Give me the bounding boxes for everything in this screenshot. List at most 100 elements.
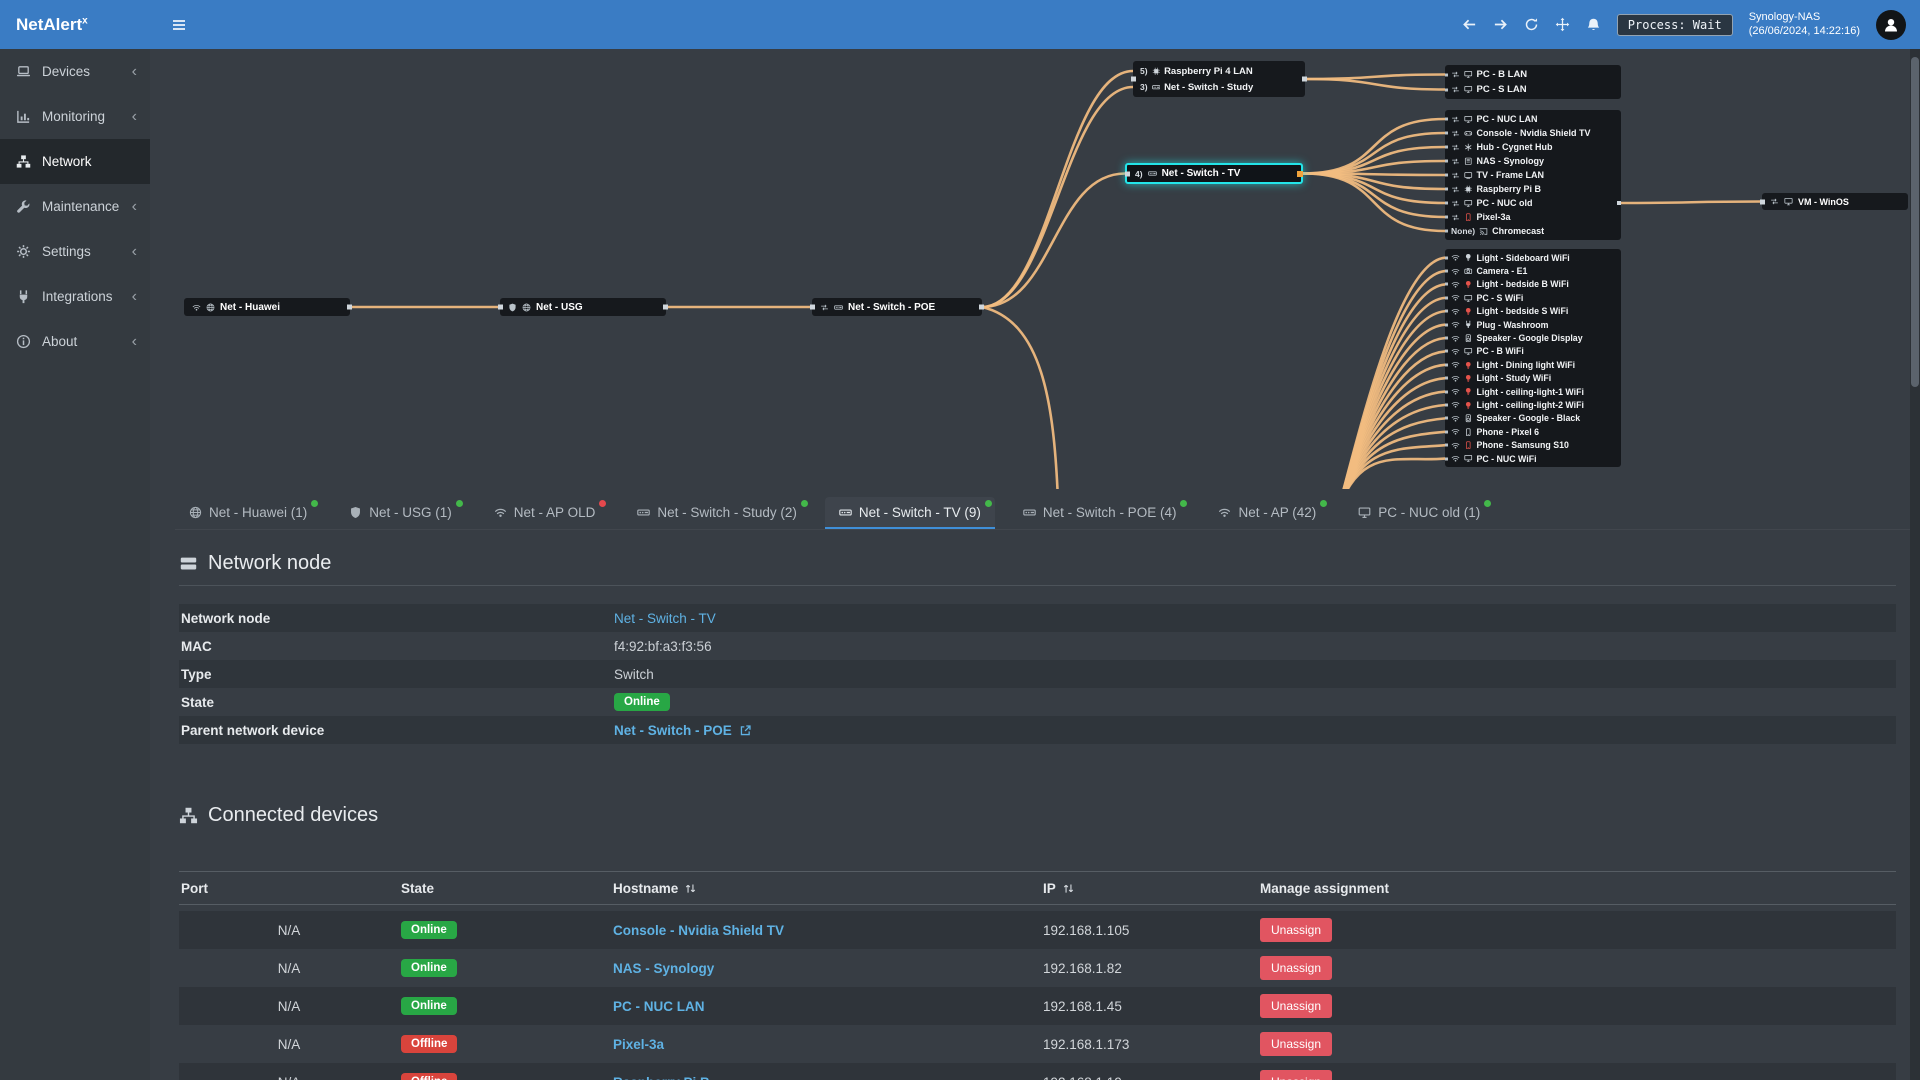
device-row[interactable]: 3) Net - Switch - Study <box>1133 79 1305 95</box>
parent-device-link[interactable]: Net - Switch - POE <box>614 722 732 738</box>
unassign-button[interactable]: Unassign <box>1260 1032 1333 1056</box>
sidebar-item[interactable]: Maintenance ‹ <box>0 184 150 229</box>
node-vm-winos[interactable]: VM - WinOS <box>1762 193 1908 210</box>
monitor-icon <box>1464 199 1473 208</box>
sidebar-item[interactable]: Integrations ‹ <box>0 274 150 319</box>
unassign-button[interactable]: Unassign <box>1260 1070 1333 1080</box>
nav-back-icon[interactable] <box>1462 17 1477 32</box>
node-net-switch-poe[interactable]: Net - Switch - POE <box>812 298 982 316</box>
main-content: Net - Huawei Net - USG Net - Switch - PO… <box>150 49 1920 1080</box>
device-row[interactable]: Light - bedside S WiFi <box>1445 305 1621 318</box>
wifi-icon <box>494 506 507 519</box>
hostname-link[interactable]: Console - Nvidia Shield TV <box>613 922 785 938</box>
hostname-link[interactable]: PC - NUC LAN <box>613 998 705 1014</box>
device-row[interactable]: Light - Sideboard WiFi <box>1445 251 1621 264</box>
device-row[interactable]: PC - S WiFi <box>1445 291 1621 304</box>
state-badge: Online <box>401 921 457 939</box>
col-hostname[interactable]: Hostname <box>611 881 1041 896</box>
sidebar-item[interactable]: Devices ‹ <box>0 49 150 94</box>
hostname-link[interactable]: Raspberry Pi B <box>613 1075 710 1080</box>
device-row[interactable]: Camera - E1 <box>1445 264 1621 277</box>
refresh-icon[interactable] <box>1524 17 1539 32</box>
device-row[interactable]: Light - bedside B WiFi <box>1445 278 1621 291</box>
topbar: NetAlertx Process: Wait Synology-NAS (26… <box>0 0 1920 49</box>
tab[interactable]: Net - AP (42) <box>1204 497 1330 529</box>
port-cell: N/A <box>277 960 301 976</box>
port-label: 4) <box>1135 168 1143 179</box>
sort-icon[interactable] <box>1062 882 1075 895</box>
app-logo[interactable]: NetAlertx <box>0 15 150 35</box>
avatar[interactable] <box>1876 9 1906 40</box>
nav-forward-icon[interactable] <box>1493 17 1508 32</box>
node-net-usg[interactable]: Net - USG <box>500 298 666 316</box>
sidebar-item[interactable]: About ‹ <box>0 319 150 364</box>
tab[interactable]: Net - Switch - Study (2) <box>623 497 811 529</box>
network-node-link[interactable]: Net - Switch - TV <box>614 610 716 626</box>
node-net-huawei[interactable]: Net - Huawei <box>184 298 350 316</box>
tab[interactable]: Net - USG (1) <box>335 497 466 529</box>
tab[interactable]: Net - Switch - TV (9) <box>824 497 995 529</box>
sidebar-item[interactable]: Network <box>0 139 150 184</box>
eth-icon <box>1451 171 1460 180</box>
device-row[interactable]: PC - S LAN <box>1445 82 1621 97</box>
device-row[interactable]: PC - B WiFi <box>1445 345 1621 358</box>
device-row[interactable]: Light - Study WiFi <box>1445 372 1621 385</box>
external-link-icon[interactable] <box>739 724 752 737</box>
device-row[interactable]: PC - NUC old <box>1445 196 1621 210</box>
device-row[interactable]: Phone - Pixel 6 <box>1445 425 1621 438</box>
eth-icon <box>1451 143 1460 152</box>
unassign-button[interactable]: Unassign <box>1260 918 1333 942</box>
device-row[interactable]: Console - Nvidia Shield TV <box>1445 126 1621 140</box>
brand-sup: x <box>82 14 88 26</box>
brand-text: NetAlert <box>16 14 83 34</box>
device-row[interactable]: Raspberry Pi B <box>1445 182 1621 196</box>
tab[interactable]: Net - Switch - POE (4) <box>1009 497 1191 529</box>
status-dot <box>1484 500 1492 507</box>
device-row[interactable]: 5) Raspberry Pi 4 LAN <box>1133 63 1305 79</box>
device-row[interactable]: Hub - Cygnet Hub <box>1445 140 1621 154</box>
device-row[interactable]: Phone - Samsung S10 <box>1445 438 1621 451</box>
device-row[interactable]: TV - Frame LAN <box>1445 168 1621 182</box>
device-row[interactable]: Plug - Washroom <box>1445 318 1621 331</box>
monitor-icon <box>1464 294 1473 303</box>
device-row[interactable]: NAS - Synology <box>1445 154 1621 168</box>
scrollbar-thumb[interactable] <box>1911 57 1919 387</box>
sort-icon[interactable] <box>684 882 697 895</box>
table-header: Port State Hostname IP Manage assignment <box>179 871 1896 905</box>
monitor-icon <box>1464 85 1473 94</box>
table-row: N/A Online NAS - Synology 192.168.1.82 U… <box>179 949 1896 987</box>
tab[interactable]: Net - Huawei (1) <box>175 497 321 529</box>
device-label: TV - Frame LAN <box>1476 170 1545 180</box>
col-ip[interactable]: IP <box>1041 881 1258 896</box>
node-net-switch-tv-selected[interactable]: 4) Net - Switch - TV <box>1125 163 1303 184</box>
device-row[interactable]: Speaker - Google - Black <box>1445 412 1621 425</box>
device-row[interactable]: Light - ceiling-light-1 WiFi <box>1445 385 1621 398</box>
device-row[interactable]: PC - NUC LAN <box>1445 112 1621 126</box>
scrollbar-track[interactable] <box>1910 49 1920 1080</box>
hamburger-menu-icon[interactable] <box>171 17 187 33</box>
device-row[interactable]: PC - B LAN <box>1445 67 1621 82</box>
hostname-link[interactable]: NAS - Synology <box>613 960 715 976</box>
sidebar-item[interactable]: Monitoring ‹ <box>0 94 150 139</box>
device-row[interactable]: Speaker - Google Display <box>1445 331 1621 344</box>
device-label: Console - Nvidia Shield TV <box>1476 128 1591 138</box>
device-row[interactable]: Light - ceiling-light-2 WiFi <box>1445 398 1621 411</box>
asterisk-icon <box>1464 143 1473 152</box>
tab-label: Net - AP OLD <box>513 505 596 520</box>
device-row[interactable]: Pixel-3a <box>1445 210 1621 224</box>
hostname-link[interactable]: Pixel-3a <box>613 1036 665 1052</box>
sidebar-item[interactable]: Settings ‹ <box>0 229 150 274</box>
tab-label: Net - Switch - Study (2) <box>657 505 797 520</box>
device-row[interactable]: None) Chromecast <box>1445 224 1621 238</box>
device-label: Camera - E1 <box>1476 266 1528 277</box>
unassign-button[interactable]: Unassign <box>1260 956 1333 980</box>
tab[interactable]: PC - NUC old (1) <box>1344 497 1494 529</box>
notifications-bell-icon[interactable] <box>1586 17 1601 32</box>
unassign-button[interactable]: Unassign <box>1260 994 1333 1018</box>
device-row[interactable]: PC - NUC WiFi <box>1445 452 1621 465</box>
tab-label: PC - NUC old (1) <box>1378 505 1481 520</box>
device-row[interactable]: Light - Dining light WiFi <box>1445 358 1621 371</box>
device-label: Chromecast <box>1492 226 1545 236</box>
tab[interactable]: Net - AP OLD <box>480 497 610 529</box>
move-icon[interactable] <box>1555 17 1570 32</box>
